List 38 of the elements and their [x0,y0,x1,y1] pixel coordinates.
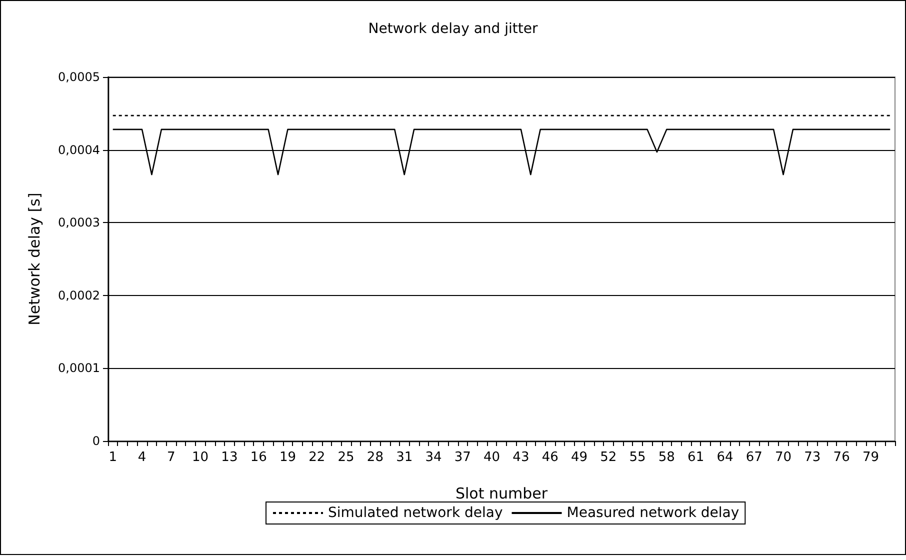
y-tick-label: 0,0002 [58,288,100,302]
x-tick-label: 67 [746,450,762,465]
x-tick-label: 4 [138,450,146,465]
y-tick-label: 0 [92,434,100,448]
x-tick-label: 76 [833,450,850,465]
x-tick-label: 49 [570,450,588,465]
x-tick-label: 31 [396,450,413,465]
x-tick-label: 1 [108,450,117,465]
x-tick-label: 7 [167,450,176,465]
y-tick-label: 0,0001 [58,361,100,376]
x-tick-label: 25 [338,450,354,465]
legend-label: Measured network delay [566,505,740,521]
x-tick-label: 34 [425,450,442,465]
x-tick-label: 13 [221,450,238,465]
x-tick-label: 19 [279,450,296,465]
x-axis-title: Slot number [455,484,548,502]
x-tick-label: 37 [454,450,471,465]
x-tick-label: 46 [542,450,558,465]
y-tick-label: 0,0003 [58,216,100,230]
x-tick-label: 79 [862,450,879,465]
chart-title: Network delay and jitter [368,21,538,37]
x-tick-label: 43 [512,450,530,465]
x-tick-label: 16 [250,450,267,465]
y-tick-label: 0,0004 [58,142,100,157]
y-axis-title: Network delay [s] [26,192,44,326]
x-tick-label: 28 [366,450,384,465]
x-tick-label: 73 [804,450,821,465]
y-tick-label: 0,0005 [58,70,100,84]
x-tick-label: 52 [600,450,617,465]
x-tick-label: 10 [192,450,209,465]
legend-label: Simulated network delay [328,505,503,521]
x-tick-label: 64 [716,450,734,465]
x-tick-label: 40 [484,450,500,465]
x-tick-label: 70 [774,450,792,465]
x-tick-label: 58 [658,450,675,465]
x-tick-label: 61 [688,450,704,465]
x-tick-label: 55 [629,450,646,465]
x-tick-label: 22 [308,450,326,465]
